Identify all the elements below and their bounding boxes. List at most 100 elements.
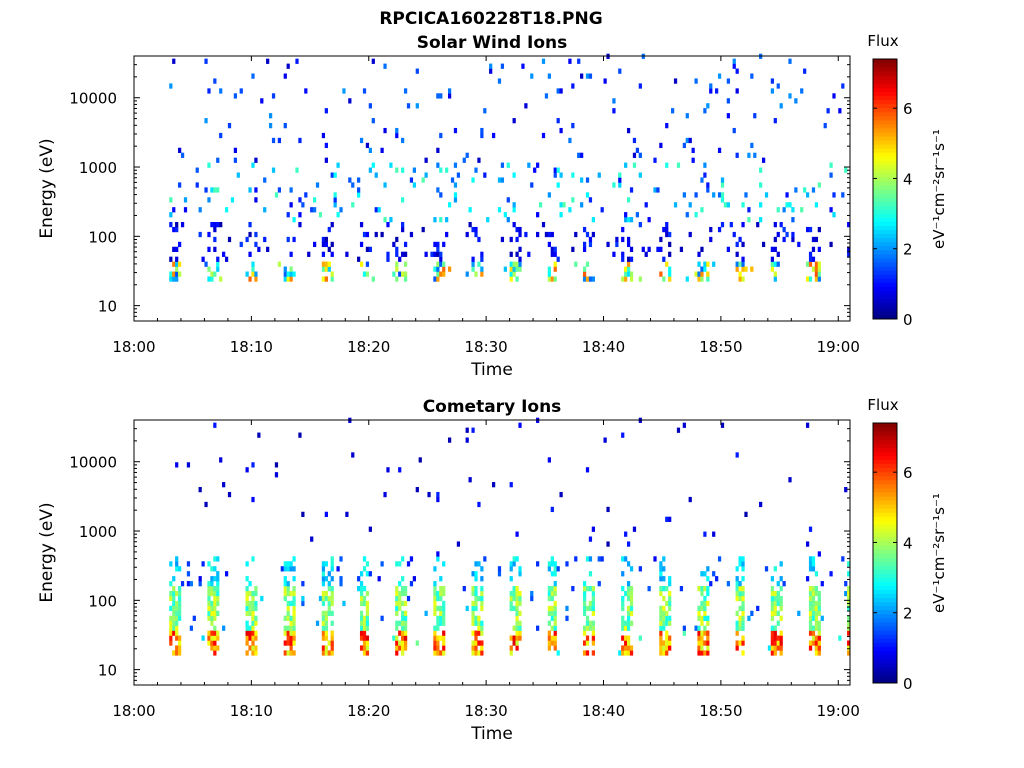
flux-cell bbox=[210, 600, 214, 607]
flux-cell bbox=[588, 556, 593, 562]
flux-cell bbox=[847, 650, 851, 656]
colorbar-segment bbox=[873, 443, 897, 448]
flux-cell bbox=[512, 261, 516, 267]
flux-cell bbox=[676, 427, 681, 433]
flux-cell bbox=[216, 222, 220, 228]
flux-cell bbox=[436, 650, 440, 656]
flux-cell bbox=[357, 187, 361, 193]
flux-cell bbox=[805, 226, 810, 233]
flux-cell bbox=[436, 620, 440, 626]
flux-cell bbox=[474, 640, 478, 646]
flux-cell bbox=[814, 590, 819, 597]
flux-cell bbox=[271, 167, 276, 173]
flux-cell bbox=[814, 276, 819, 282]
flux-cell bbox=[679, 246, 684, 252]
flux-cell bbox=[741, 605, 745, 612]
flux-cell bbox=[553, 581, 557, 587]
flux-cell bbox=[597, 556, 601, 562]
flux-cell bbox=[204, 261, 208, 267]
flux-cell bbox=[292, 576, 296, 582]
flux-cell bbox=[805, 261, 810, 267]
flux-cell bbox=[207, 231, 211, 238]
flux-cell bbox=[629, 276, 634, 282]
flux-cell bbox=[471, 261, 475, 267]
flux-cell bbox=[245, 635, 249, 641]
flux-cell bbox=[847, 595, 851, 602]
flux-cell bbox=[339, 556, 343, 562]
flux-cell bbox=[409, 556, 414, 562]
flux-cell bbox=[682, 142, 686, 149]
flux-cell bbox=[175, 630, 179, 636]
flux-cell bbox=[624, 556, 628, 562]
y-tick-label: 100 bbox=[88, 592, 117, 610]
flux-cell bbox=[395, 261, 399, 267]
colorbar-segment bbox=[873, 172, 897, 178]
flux-cell bbox=[512, 266, 516, 272]
flux-cell bbox=[803, 68, 807, 74]
flux-cell bbox=[424, 251, 428, 257]
flux-cell bbox=[321, 266, 326, 272]
flux-cell bbox=[600, 556, 604, 562]
flux-cell bbox=[169, 630, 173, 636]
flux-cell bbox=[741, 615, 745, 621]
flux-cell bbox=[277, 261, 282, 267]
flux-cell bbox=[515, 600, 519, 607]
flux-cell bbox=[750, 266, 754, 272]
flux-cell bbox=[321, 236, 326, 243]
flux-cell bbox=[626, 241, 631, 248]
flux-cell bbox=[814, 236, 819, 243]
flux-cell bbox=[286, 271, 290, 277]
flux-cell bbox=[741, 576, 745, 582]
colorbar-segment bbox=[873, 634, 897, 639]
flux-cell bbox=[814, 202, 819, 208]
flux-cell bbox=[626, 595, 631, 602]
flux-cell bbox=[697, 251, 701, 257]
flux-cell bbox=[477, 625, 481, 631]
flux-cell bbox=[706, 640, 710, 646]
flux-cell bbox=[606, 506, 610, 513]
flux-cell bbox=[779, 600, 783, 607]
flux-cell bbox=[735, 241, 739, 248]
flux-cell bbox=[847, 630, 851, 636]
flux-cell bbox=[210, 271, 214, 277]
flux-cell bbox=[380, 231, 384, 238]
flux-cell bbox=[395, 251, 399, 257]
flux-cell bbox=[662, 226, 666, 233]
flux-cell bbox=[703, 610, 707, 616]
flux-cell bbox=[703, 531, 707, 537]
flux-cell bbox=[362, 640, 367, 646]
flux-cell bbox=[178, 261, 182, 267]
flux-cell bbox=[327, 650, 331, 656]
flux-cell bbox=[770, 650, 774, 656]
flux-cell bbox=[204, 501, 208, 508]
flux-cell bbox=[207, 561, 211, 567]
flux-cell bbox=[474, 615, 478, 621]
flux-cell bbox=[175, 556, 179, 562]
flux-cell bbox=[321, 251, 326, 257]
flux-cell bbox=[685, 212, 689, 218]
flux-cell bbox=[436, 162, 440, 168]
flux-cell bbox=[773, 595, 777, 602]
flux-cell bbox=[175, 610, 179, 616]
flux-cell bbox=[741, 561, 745, 567]
flux-cell bbox=[178, 605, 182, 612]
flux-cell bbox=[251, 625, 255, 631]
flux-cell bbox=[515, 276, 519, 282]
colorbar-segment bbox=[873, 573, 897, 578]
x-tick-label: 19:00 bbox=[817, 338, 860, 356]
flux-cell bbox=[201, 561, 205, 567]
flux-cell bbox=[433, 640, 437, 646]
flux-cell bbox=[213, 640, 217, 646]
flux-cell bbox=[585, 177, 590, 183]
flux-cell bbox=[248, 605, 252, 612]
flux-cell bbox=[180, 581, 185, 587]
flux-cell bbox=[330, 222, 334, 228]
flux-cell bbox=[735, 586, 739, 592]
flux-cell bbox=[738, 581, 742, 587]
colorbar-segment bbox=[873, 99, 897, 105]
flux-cell bbox=[292, 620, 296, 626]
flux-cell bbox=[706, 271, 710, 277]
flux-cell bbox=[321, 566, 326, 572]
flux-cell bbox=[321, 276, 326, 282]
flux-cell bbox=[315, 182, 320, 188]
